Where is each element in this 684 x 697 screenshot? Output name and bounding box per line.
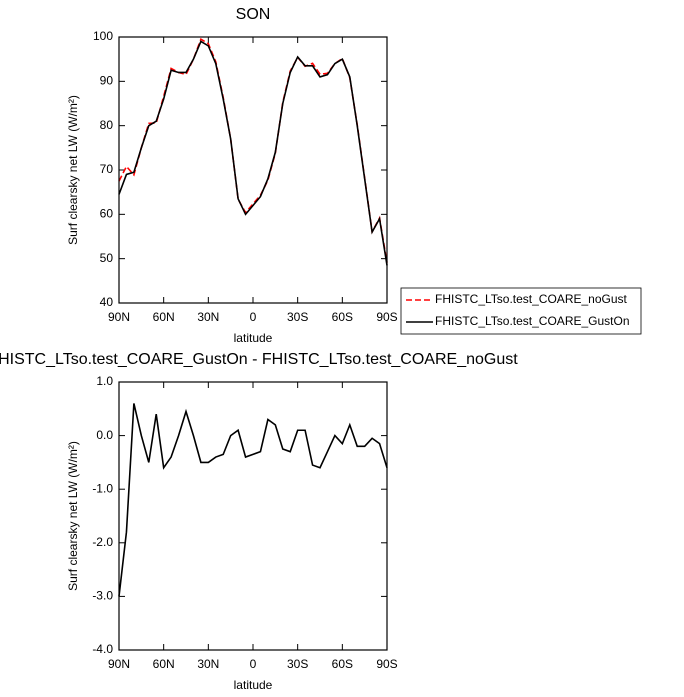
x-tick-label: 30N: [197, 657, 219, 671]
legend-label: FHISTC_LTso.test_COARE_GustOn: [435, 314, 630, 328]
x-tick-label: 0: [250, 310, 257, 324]
y-tick-label: 50: [100, 251, 114, 265]
x-axis-label: latitude: [234, 678, 273, 692]
y-tick-label: 1.0: [96, 374, 113, 388]
plot-frame: [118, 36, 388, 304]
x-tick-label: 60N: [153, 657, 175, 671]
y-tick-label: 100: [93, 29, 113, 43]
y-tick-label: 0.0: [96, 428, 113, 442]
chart-title: FHISTC_LTso.test_COARE_GustOn - FHISTC_L…: [0, 351, 518, 368]
y-axis-label: Surf clearsky net LW (W/m²): [66, 95, 80, 245]
data-line: [118, 40, 388, 266]
y-tick-label: 60: [100, 207, 114, 221]
y-tick-label: -1.0: [92, 481, 113, 495]
y-tick-label: -3.0: [92, 589, 113, 603]
chart-title: SON: [236, 6, 271, 23]
x-tick-label: 30N: [197, 310, 219, 324]
y-tick-label: -2.0: [92, 535, 113, 549]
y-tick-label: 40: [100, 295, 114, 309]
x-axis-label: latitude: [234, 331, 273, 345]
legend-box: [400, 287, 642, 335]
x-tick-label: 0: [250, 657, 257, 671]
x-tick-label: 30S: [287, 310, 308, 324]
x-tick-label: 90N: [108, 310, 130, 324]
x-tick-label: 60S: [332, 310, 353, 324]
x-tick-label: 60N: [153, 310, 175, 324]
plot-frame: [118, 381, 388, 651]
y-axis-label: Surf clearsky net LW (W/m²): [66, 441, 80, 591]
x-tick-label: 90S: [376, 657, 397, 671]
data-line: [118, 38, 388, 263]
x-tick-label: 60S: [332, 657, 353, 671]
y-tick-label: 80: [100, 118, 114, 132]
y-tick-label: 90: [100, 74, 114, 88]
x-tick-label: 90N: [108, 657, 130, 671]
y-tick-label: -4.0: [92, 642, 113, 656]
x-tick-label: 90S: [376, 310, 397, 324]
x-tick-label: 30S: [287, 657, 308, 671]
y-tick-label: 70: [100, 162, 114, 176]
legend-label: FHISTC_LTso.test_COARE_noGust: [435, 292, 628, 306]
data-line: [118, 403, 388, 597]
